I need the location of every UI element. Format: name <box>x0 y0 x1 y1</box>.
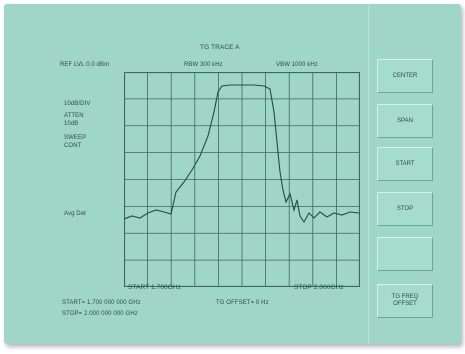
ref-level-label: REF LVL 0.0 dBm <box>60 62 110 68</box>
tg-offset-readout: TG OFFSET= 0 Hz <box>216 300 269 306</box>
analyzer-screen: TG TRACE A REF LVL 0.0 dBm RBW 300 kHz V… <box>4 4 461 344</box>
trace-title: TG TRACE A <box>200 44 240 51</box>
vbw-label: VBW 1000 kHz <box>276 62 318 68</box>
stop-softkey[interactable]: STOP <box>377 192 433 226</box>
atten-label: ATTEN <box>64 113 84 119</box>
avg-det-label: Avg Det <box>64 211 86 217</box>
stop-frequency-readout: STOP= 2.000 000 000 GHz <box>62 311 138 317</box>
trace-graticule <box>124 72 360 287</box>
atten-value: 10dB <box>64 121 79 127</box>
graticule-lines <box>124 72 360 287</box>
axis-stop-frequency: STOP 2.000GHz <box>294 284 344 291</box>
center-softkey[interactable]: CENTER <box>377 59 433 93</box>
start-frequency-readout: START= 1.700 000 000 GHz <box>62 300 141 306</box>
start-softkey[interactable]: START <box>377 147 433 181</box>
blank-softkey[interactable] <box>377 237 433 271</box>
tg-freq-offset-softkey[interactable]: TG FREQ OFFSET <box>377 284 433 318</box>
scale-label: 10dB/DIV <box>64 101 91 107</box>
sweep-value: CONT <box>64 143 82 149</box>
sweep-label: SWEEP <box>64 135 87 141</box>
rbw-label: RBW 300 kHz <box>184 62 223 68</box>
span-softkey[interactable]: SPAN <box>377 104 433 138</box>
softkey-divider <box>368 4 369 344</box>
trace-line <box>124 84 360 224</box>
axis-start-frequency: START 1.700GHz <box>128 284 182 291</box>
